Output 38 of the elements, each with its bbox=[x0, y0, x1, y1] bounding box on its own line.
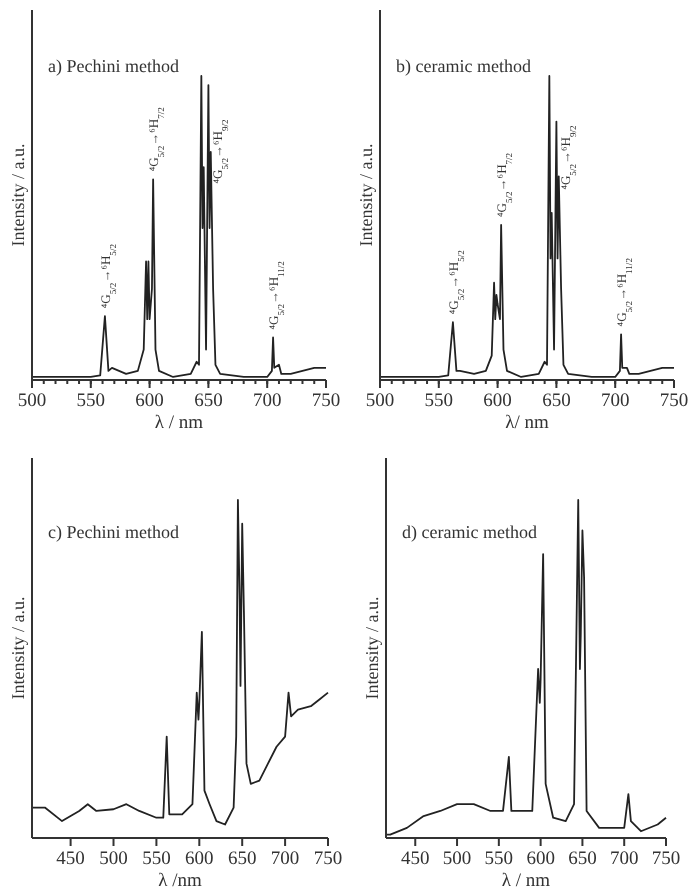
x-tick-label: 750 bbox=[313, 850, 343, 870]
x-tick-label: 450 bbox=[401, 850, 430, 870]
x-tick-label: 750 bbox=[659, 392, 689, 412]
x-tick-label: 500 bbox=[17, 392, 47, 412]
x-tick-label: 750 bbox=[311, 392, 341, 412]
x-tick-label: 500 bbox=[99, 850, 129, 870]
x-tick-label: 450 bbox=[56, 850, 86, 870]
x-axis-title: λ /nm bbox=[158, 872, 203, 888]
x-tick-label: 600 bbox=[135, 392, 165, 412]
x-tick-label: 750 bbox=[651, 850, 681, 870]
y-axis-title: Intensity / a.u. bbox=[356, 143, 376, 247]
x-tick-label: 600 bbox=[185, 850, 215, 870]
chart-title: a) Pechini method bbox=[48, 56, 180, 76]
y-axis-title: Intensity / a.u. bbox=[8, 143, 28, 247]
text: d) ceramic method bbox=[402, 522, 538, 542]
x-tick-label: 550 bbox=[424, 392, 454, 412]
x-tick-label: 600 bbox=[483, 392, 513, 412]
y-axis-title: Intensity / a.u. bbox=[8, 596, 28, 700]
x-tick-label: 550 bbox=[142, 850, 172, 870]
x-tick-label: 550 bbox=[484, 850, 514, 870]
x-tick-label: 650 bbox=[194, 392, 224, 412]
y-axis-title: Intensity / a.u. bbox=[362, 596, 382, 700]
x-tick-label: 500 bbox=[442, 850, 472, 870]
x-tick-label: 700 bbox=[609, 850, 639, 870]
x-tick-label: 700 bbox=[270, 850, 300, 870]
x-axis-title: λ/ nm bbox=[505, 414, 550, 434]
x-tick-label: 500 bbox=[365, 392, 395, 412]
x-axis-title: λ / nm bbox=[154, 414, 205, 434]
text: c) Pechini method bbox=[48, 522, 180, 542]
x-tick-label: 650 bbox=[227, 850, 257, 870]
x-tick-label: 550 bbox=[76, 392, 106, 412]
x-tick-label: 700 bbox=[600, 392, 630, 412]
x-tick-label: 650 bbox=[568, 850, 598, 870]
x-tick-label: 650 bbox=[542, 392, 572, 412]
x-tick-label: 700 bbox=[252, 392, 282, 412]
x-axis-title: λ / nm bbox=[501, 872, 552, 888]
chart-title: b) ceramic method bbox=[396, 56, 532, 76]
x-tick-label: 600 bbox=[526, 850, 556, 870]
